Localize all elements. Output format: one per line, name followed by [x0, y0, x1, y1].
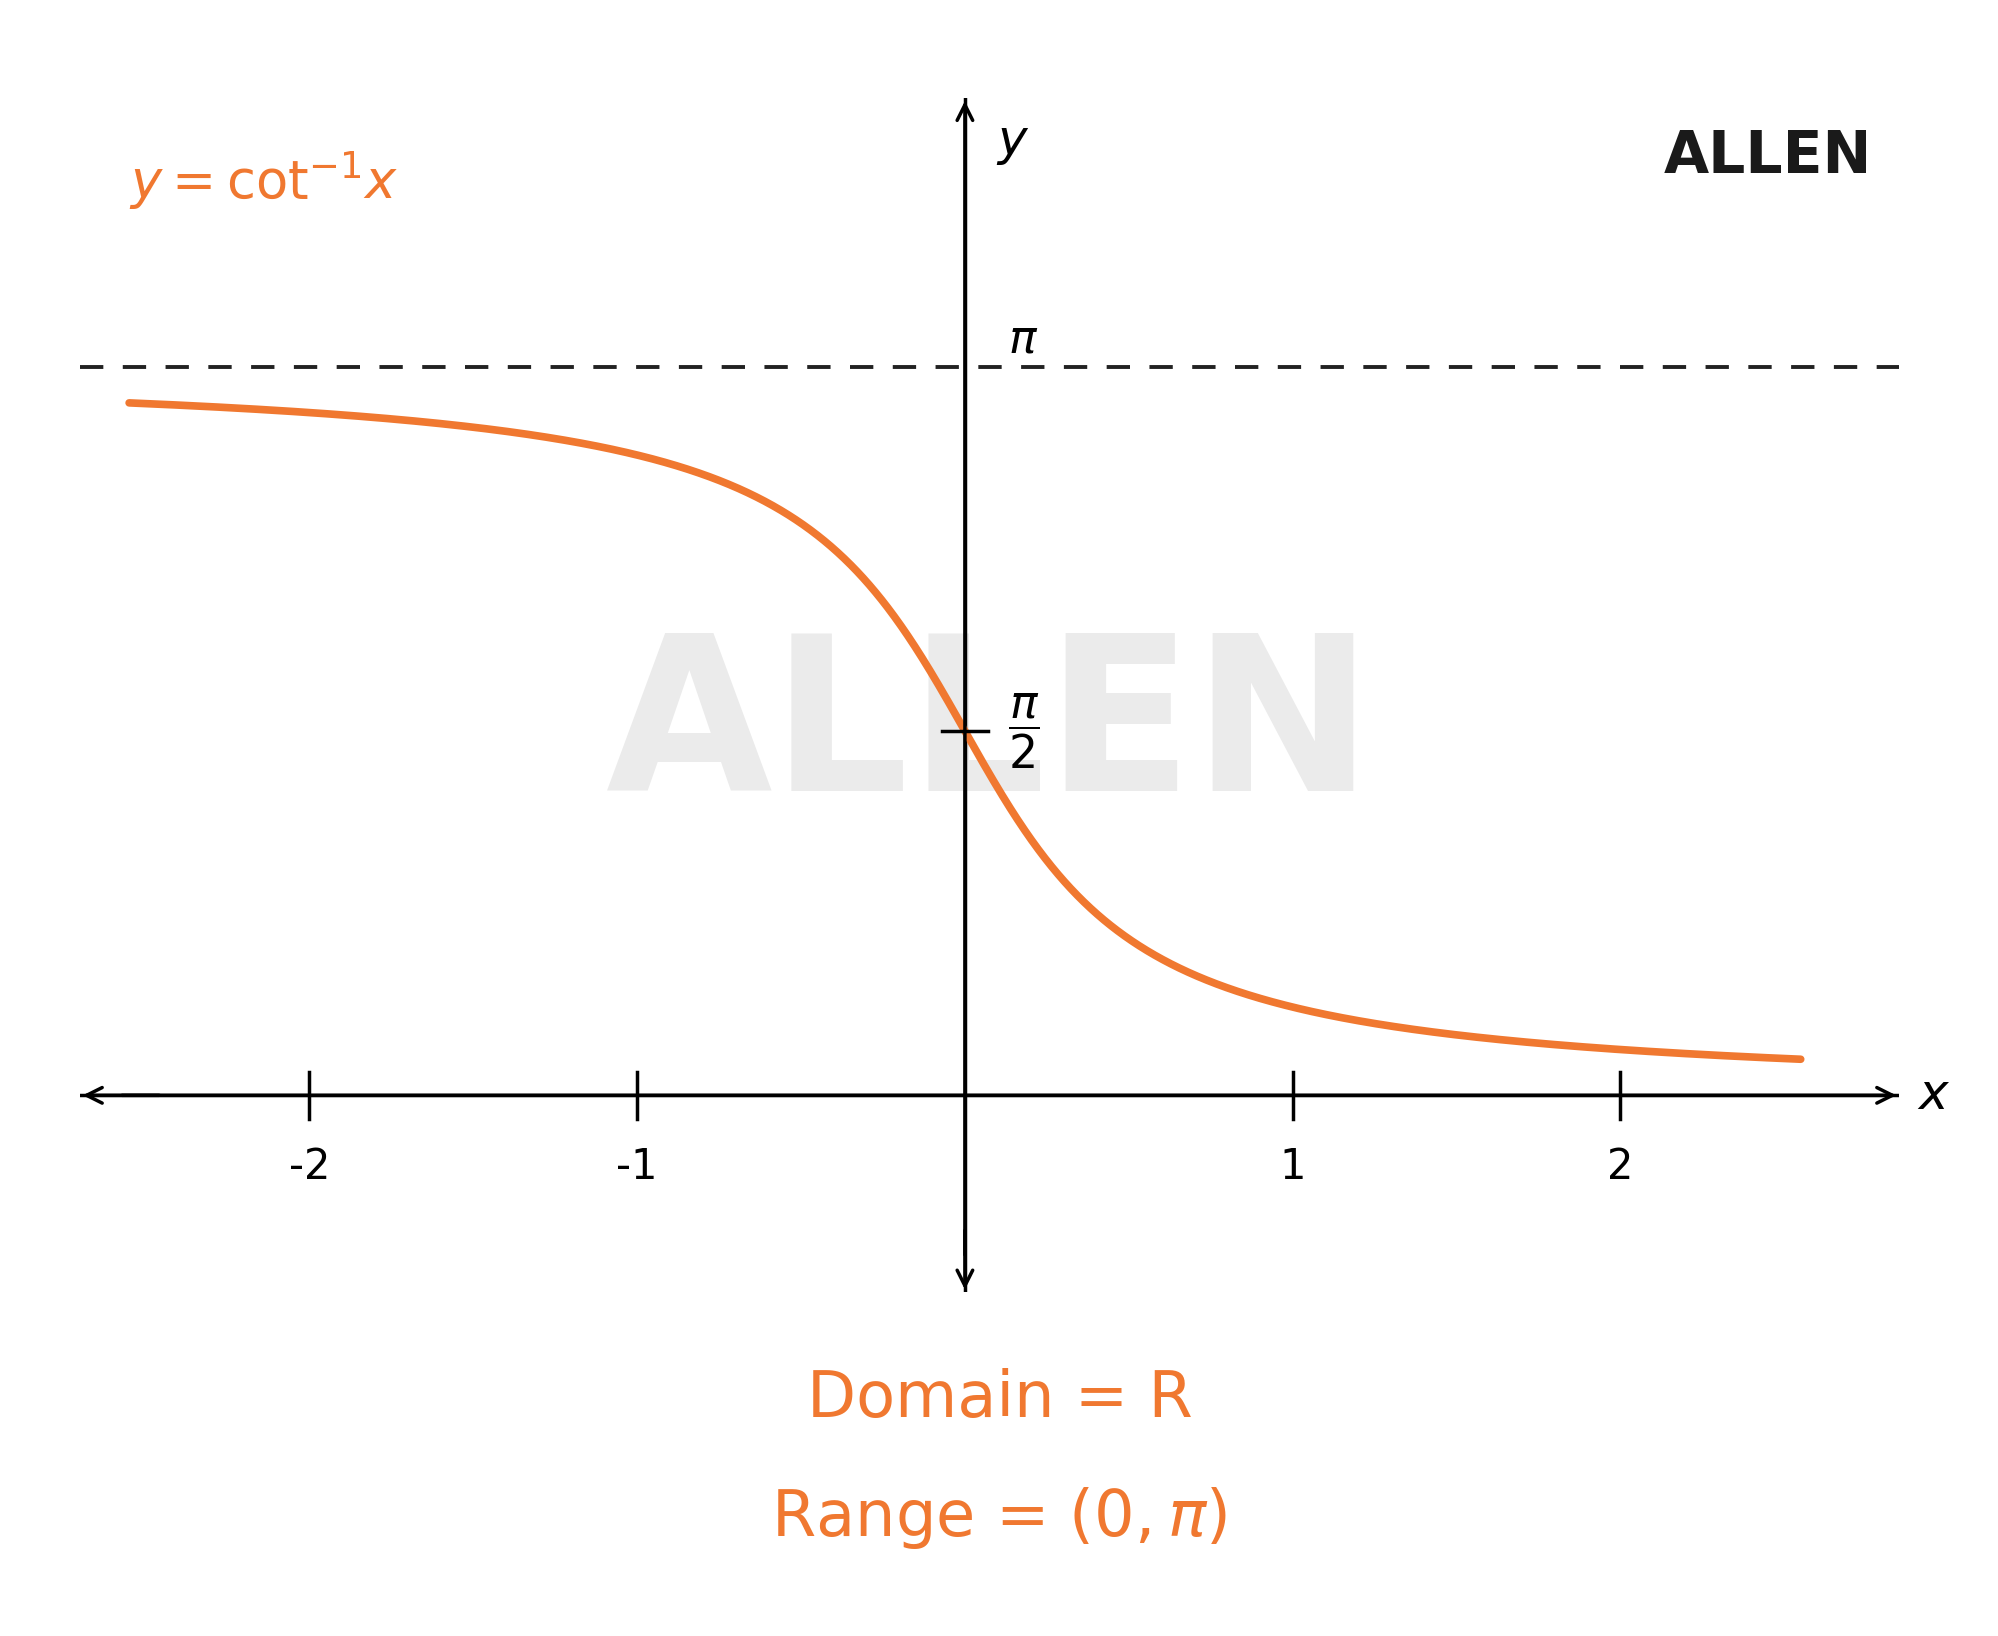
Text: $\dfrac{\pi}{2}$: $\dfrac{\pi}{2}$	[1007, 692, 1039, 771]
Text: ALLEN: ALLEN	[1662, 128, 1870, 185]
Text: $y = \mathrm{cot}^{-1}x$: $y = \mathrm{cot}^{-1}x$	[130, 149, 398, 211]
Text: -1: -1	[615, 1147, 657, 1188]
Text: 2: 2	[1606, 1147, 1632, 1188]
Text: -2: -2	[288, 1147, 330, 1188]
Text: Domain = R: Domain = R	[807, 1368, 1191, 1430]
Text: y: y	[997, 116, 1027, 165]
Text: x: x	[1918, 1072, 1948, 1119]
Text: $\pi$: $\pi$	[1007, 317, 1037, 362]
Text: Range = $(0, \pi)$: Range = $(0, \pi)$	[771, 1485, 1227, 1551]
Text: 1: 1	[1279, 1147, 1305, 1188]
Text: ALLEN: ALLEN	[605, 627, 1373, 836]
